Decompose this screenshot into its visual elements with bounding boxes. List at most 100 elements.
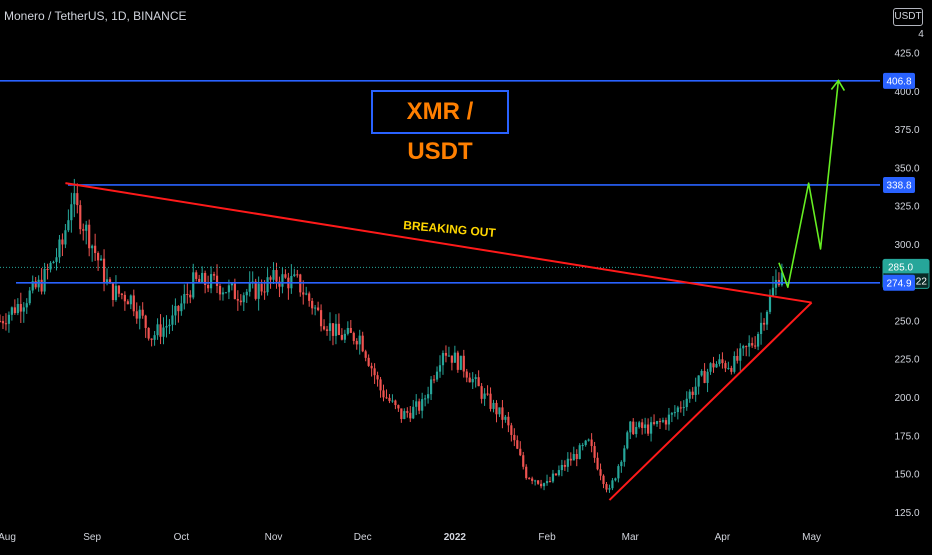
candle [415, 394, 418, 416]
candle-body [242, 295, 245, 303]
candle [111, 283, 115, 307]
candle [10, 306, 13, 321]
candle-body [343, 333, 346, 340]
candle-body [759, 322, 763, 335]
candle-body [432, 379, 436, 381]
candle-body [108, 279, 112, 284]
x-tick-label: Aug [0, 532, 16, 543]
candle-body [412, 406, 415, 419]
candle [117, 285, 121, 298]
candle-body [480, 386, 483, 399]
candle [566, 452, 569, 472]
candle-body [28, 290, 31, 304]
candle [667, 407, 671, 431]
candle [61, 233, 64, 257]
candle [183, 284, 186, 310]
candle [376, 371, 379, 387]
candle-body [4, 323, 8, 325]
candle [528, 476, 531, 480]
x-tick-label: Mar [622, 532, 640, 543]
candle [513, 428, 516, 447]
y-tick-label: 125.0 [894, 508, 919, 519]
current-price-tag-top [883, 259, 929, 274]
candle-body [647, 424, 650, 434]
candle [551, 469, 555, 484]
candle-body [569, 458, 572, 461]
candle [67, 209, 70, 233]
y-tick-label: 150.0 [894, 470, 919, 481]
candle [135, 302, 138, 324]
candle-body [379, 379, 382, 391]
candle-body [694, 386, 697, 395]
y-tick-label: 425.0 [894, 48, 919, 59]
candle [349, 320, 352, 334]
candle-body [67, 220, 70, 231]
candle [260, 279, 263, 296]
candle-body [721, 359, 724, 364]
candle [462, 349, 465, 378]
candle-body [605, 484, 608, 490]
candle-body [492, 402, 495, 409]
y-tick-label: 175.0 [894, 431, 919, 442]
candle [230, 282, 233, 291]
candle [587, 438, 590, 442]
candle-body [192, 272, 195, 298]
candle [635, 421, 638, 438]
pair-label-annotation[interactable]: XMR / USDT [371, 90, 509, 165]
candle [626, 430, 629, 450]
candle [629, 420, 632, 440]
candle-body [453, 352, 456, 363]
candle-body [528, 478, 531, 480]
candle [554, 473, 558, 476]
candle [661, 417, 665, 424]
candle [754, 336, 757, 349]
x-tick-label: Feb [538, 532, 556, 543]
candle [224, 291, 228, 294]
candle-body [82, 229, 85, 231]
candle [480, 383, 483, 404]
y-tick-label: 350.0 [894, 163, 919, 174]
symbol-title[interactable]: Monero / TetherUS, 1D, BINANCE [4, 9, 187, 23]
candle [608, 484, 611, 493]
candle [4, 313, 8, 331]
candle-body [519, 448, 522, 456]
candle-body [444, 352, 448, 356]
candle-body [762, 322, 766, 325]
candle-body [272, 270, 275, 280]
candle-body [215, 275, 219, 286]
candle-body [483, 393, 486, 399]
x-tick-label: Dec [354, 532, 372, 543]
candle [174, 298, 177, 326]
y-tick-label-partial: 4 [918, 29, 924, 40]
currency-badge[interactable]: USDT [893, 8, 923, 26]
candle [361, 331, 364, 353]
candle [382, 384, 385, 402]
candle [204, 270, 207, 294]
candle-body [269, 277, 272, 280]
candle-body [531, 478, 534, 481]
candle-body [331, 323, 335, 336]
candle-body [58, 239, 61, 258]
candle [691, 387, 694, 399]
candle-body [385, 397, 388, 399]
candle-body [150, 338, 153, 340]
candle-body [638, 422, 641, 428]
candle-body [673, 412, 676, 414]
ascending-trendline [608, 301, 813, 501]
candle-body [311, 300, 314, 309]
candle-body [715, 364, 718, 368]
candle [245, 288, 248, 303]
x-tick-label: Apr [715, 532, 731, 543]
candle-body [560, 464, 563, 471]
candle [296, 269, 299, 278]
candle-body [138, 309, 141, 319]
candle-body [141, 309, 144, 316]
x-tick-label: Oct [174, 532, 190, 543]
candle [602, 474, 605, 489]
candle-body [349, 328, 352, 333]
candle [522, 451, 525, 470]
candle [545, 474, 549, 486]
